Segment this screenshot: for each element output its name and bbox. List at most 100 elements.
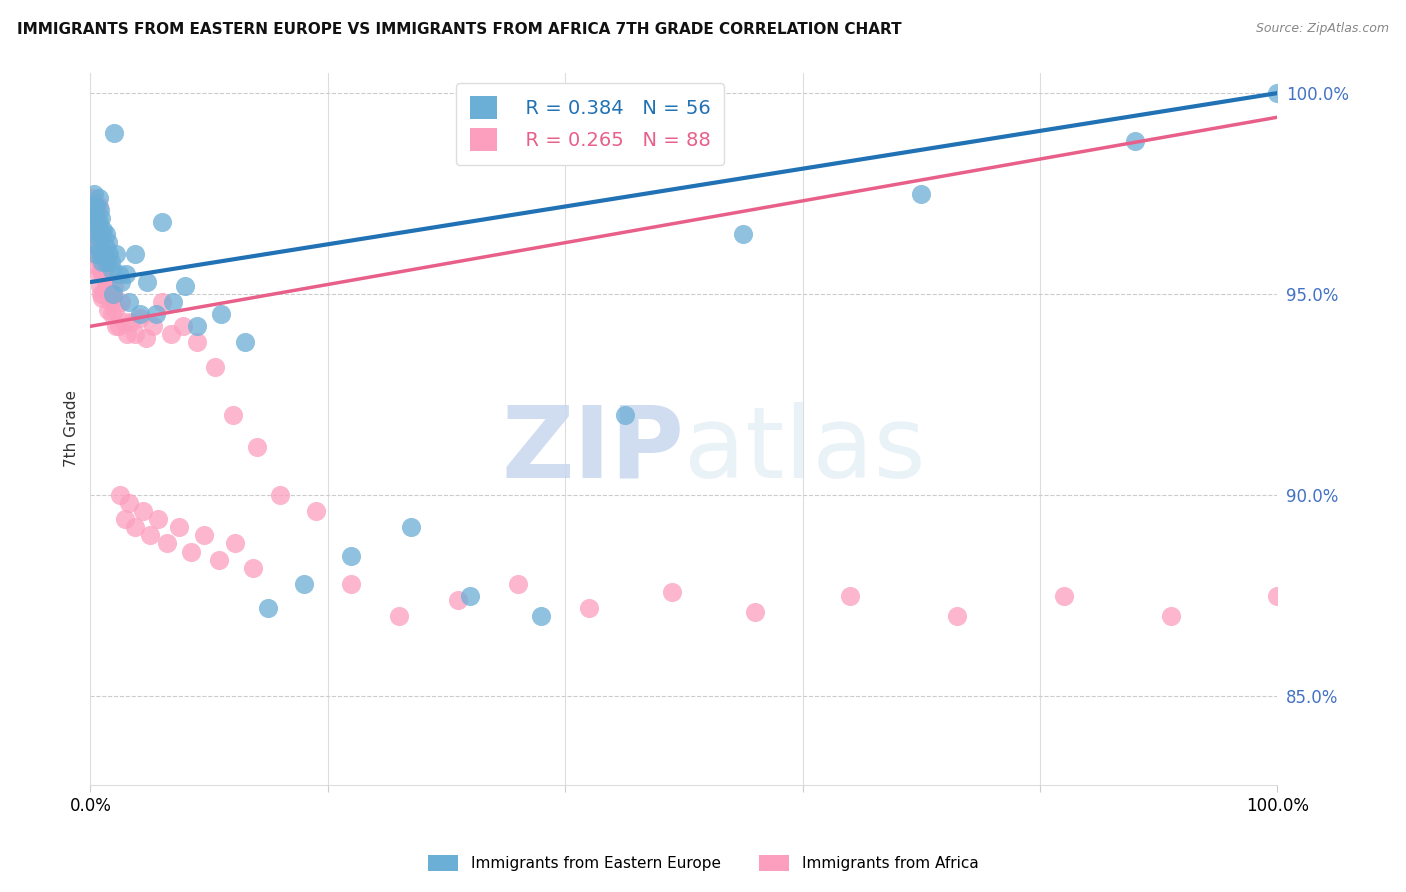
Point [138, 528, 160, 542]
Point [115, 327, 138, 342]
Point [245, 440, 267, 454]
Point [98, 287, 121, 301]
Point [388, 608, 411, 623]
Text: IMMIGRANTS FROM EASTERN EUROPE VS IMMIGRANTS FROM AFRICA 7TH GRADE CORRELATION C: IMMIGRANTS FROM EASTERN EUROPE VS IMMIGR… [17, 22, 901, 37]
Point [910, 186, 932, 201]
Point [84, 223, 107, 237]
Point [129, 307, 152, 321]
Point [89, 227, 111, 241]
Point [447, 592, 470, 607]
Point [136, 275, 159, 289]
Point [87, 215, 110, 229]
Point [100, 307, 122, 321]
Point [84, 223, 107, 237]
Point [90, 263, 112, 277]
Point [89, 202, 111, 217]
Point [162, 295, 184, 310]
Point [142, 319, 165, 334]
Point [209, 307, 232, 321]
Text: ZIP: ZIP [501, 401, 683, 499]
Point [1053, 589, 1076, 603]
Point [186, 319, 208, 334]
Point [87, 267, 110, 281]
Point [222, 408, 245, 422]
Point [733, 227, 755, 241]
Legend: Immigrants from Eastern Europe, Immigrants from Africa: Immigrants from Eastern Europe, Immigran… [422, 849, 984, 877]
Point [110, 275, 132, 289]
Point [84, 247, 107, 261]
Point [86, 259, 108, 273]
Point [115, 267, 138, 281]
Point [84, 199, 107, 213]
Point [1160, 608, 1182, 623]
Point [93, 247, 115, 261]
Point [97, 279, 120, 293]
Point [91, 291, 114, 305]
Point [118, 295, 141, 310]
Text: Source: ZipAtlas.com: Source: ZipAtlas.com [1256, 22, 1389, 36]
Point [93, 263, 115, 277]
Point [87, 247, 110, 261]
Point [96, 279, 118, 293]
Point [89, 231, 111, 245]
Point [105, 319, 128, 334]
Point [613, 408, 636, 422]
Point [946, 608, 969, 623]
Point [84, 199, 107, 213]
Point [93, 239, 115, 253]
Point [97, 303, 120, 318]
Point [87, 231, 110, 245]
Point [340, 549, 363, 563]
Point [82, 202, 104, 217]
Point [84, 207, 107, 221]
Point [458, 589, 481, 603]
Point [96, 247, 118, 261]
Point [661, 584, 683, 599]
Y-axis label: 7th Grade: 7th Grade [65, 391, 79, 467]
Point [150, 295, 173, 310]
Point [156, 536, 179, 550]
Point [101, 287, 124, 301]
Point [145, 307, 167, 321]
Point [233, 335, 256, 350]
Point [129, 311, 152, 326]
Point [98, 247, 121, 261]
Point [131, 504, 153, 518]
Point [82, 219, 104, 233]
Point [150, 215, 173, 229]
Point [118, 496, 141, 510]
Text: atlas: atlas [683, 401, 925, 499]
Point [124, 327, 146, 342]
Point [103, 126, 125, 140]
Point [90, 211, 112, 225]
Point [84, 227, 107, 241]
Point [1123, 134, 1146, 148]
Point [193, 528, 215, 542]
Point [112, 315, 135, 329]
Point [91, 227, 114, 241]
Point [94, 251, 117, 265]
Point [94, 255, 117, 269]
Point [86, 215, 108, 229]
Point [207, 552, 229, 566]
Point [305, 504, 328, 518]
Point [86, 239, 108, 253]
Point [114, 512, 136, 526]
Point [108, 488, 131, 502]
Point [91, 267, 114, 281]
Point [83, 215, 105, 229]
Point [90, 247, 112, 261]
Point [120, 315, 142, 329]
Point [80, 199, 103, 213]
Point [292, 576, 315, 591]
Point [100, 255, 122, 269]
Point [96, 255, 118, 269]
Point [1267, 589, 1289, 603]
Point [506, 576, 529, 591]
Point [84, 243, 107, 257]
Point [100, 263, 122, 277]
Point [86, 235, 108, 249]
Point [124, 520, 146, 534]
Point [83, 186, 105, 201]
Point [160, 327, 183, 342]
